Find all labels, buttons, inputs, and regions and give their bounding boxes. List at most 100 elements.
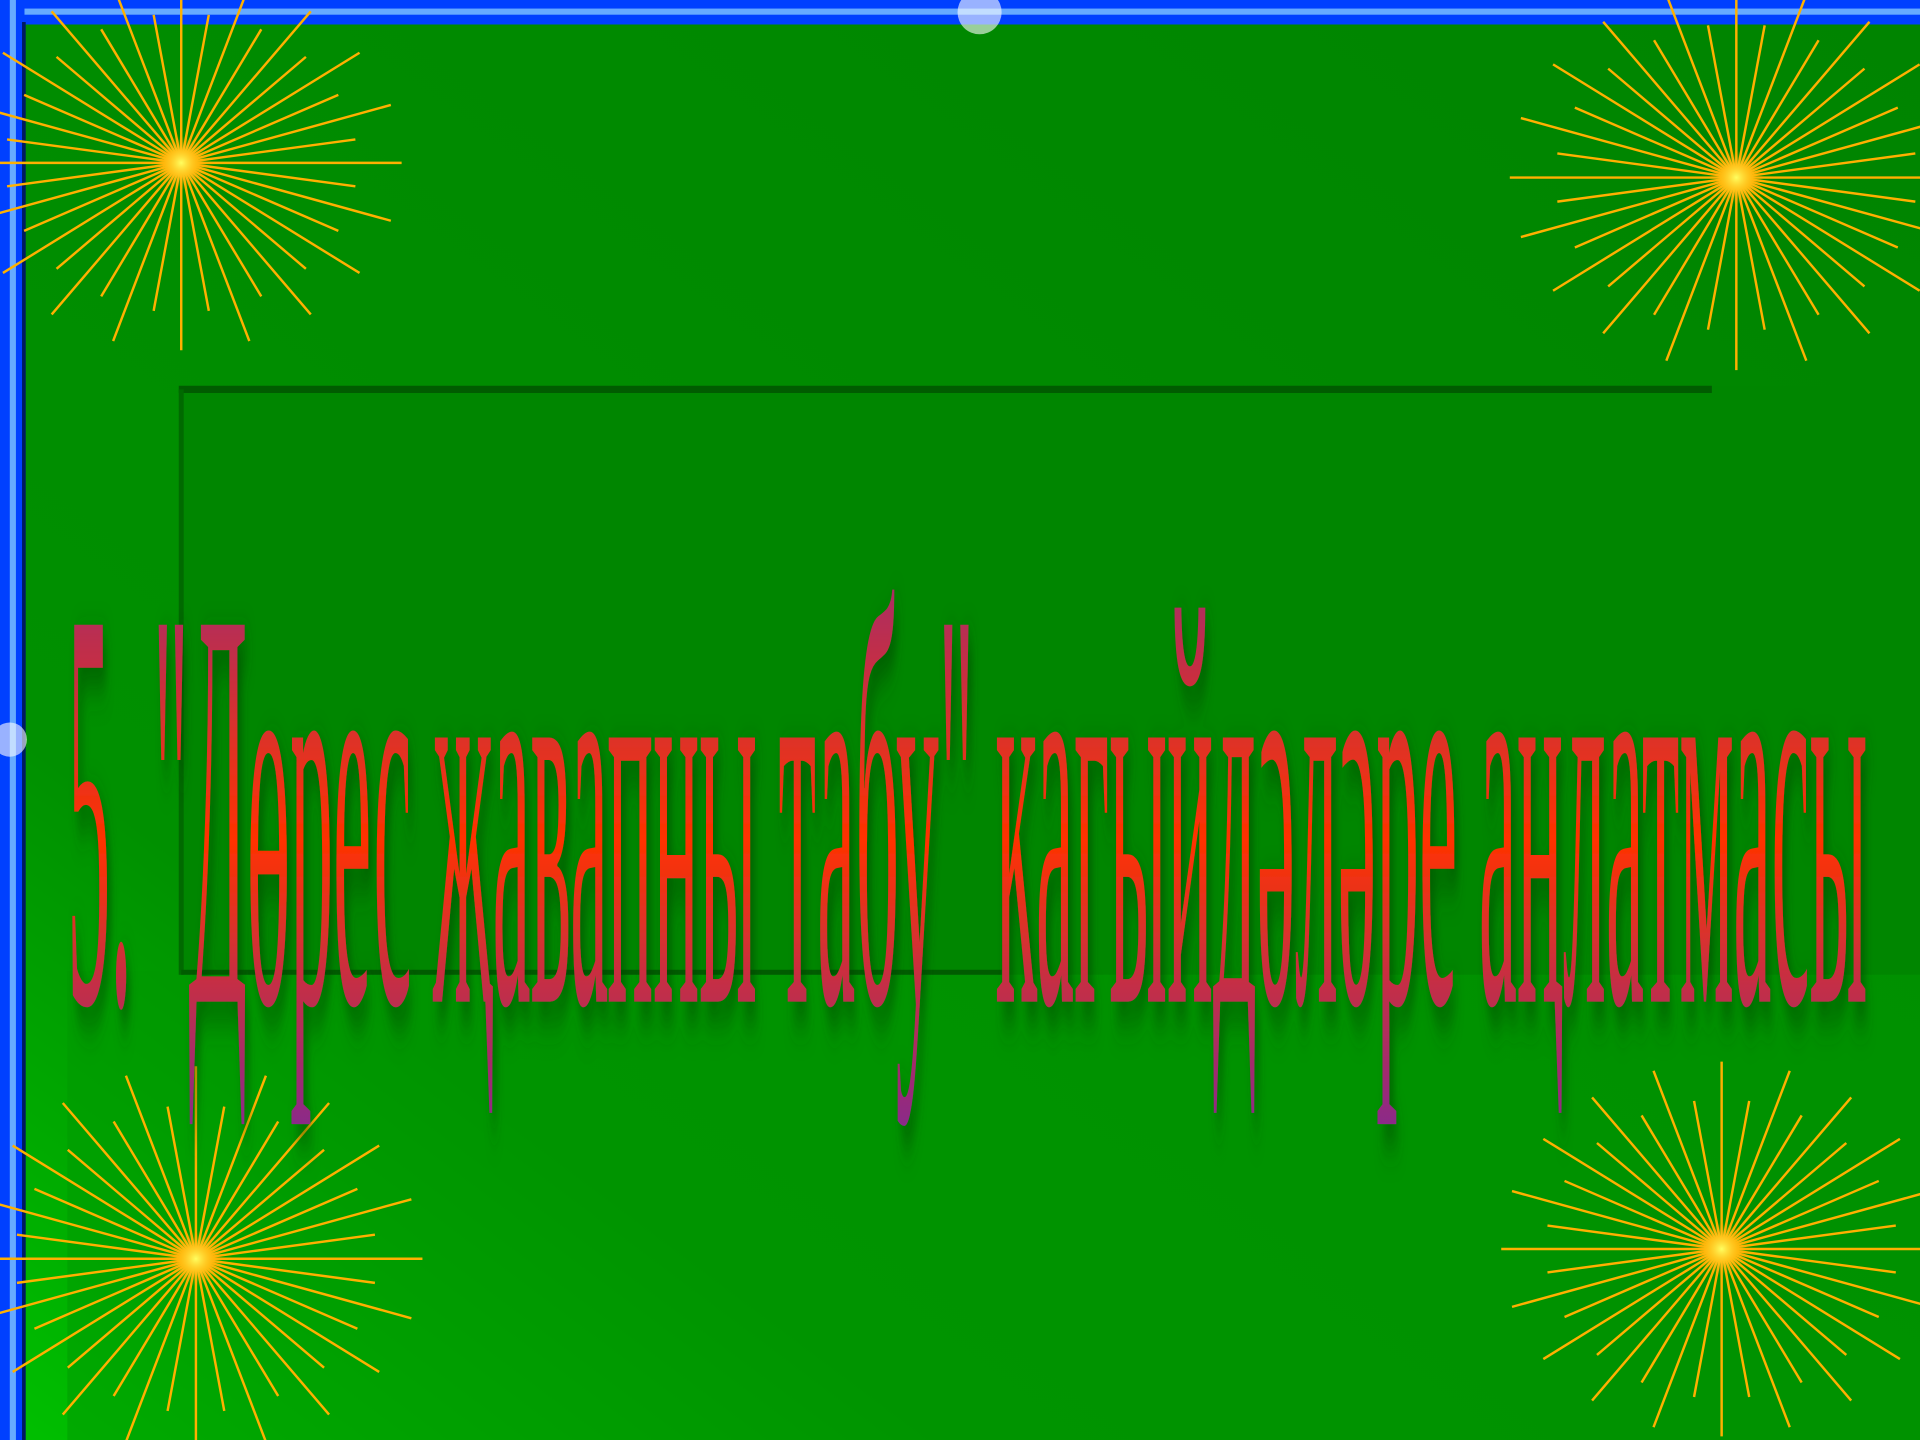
sun-ray	[1735, 177, 1808, 362]
sun-ray	[23, 93, 182, 164]
sun-ray	[1552, 176, 1737, 292]
sun-ray	[1721, 1179, 1880, 1251]
sun-ray	[6, 161, 182, 188]
sun-ray	[1607, 67, 1738, 179]
sun-ray	[1607, 176, 1738, 288]
sun-ray	[6, 138, 182, 165]
sun-ray	[1721, 1192, 1920, 1251]
sun-ray	[180, 161, 339, 233]
sun-ray	[124, 1075, 198, 1260]
sparkle	[0, 722, 27, 757]
sun-ray	[1735, 0, 1806, 178]
sun-ray	[55, 161, 183, 270]
sun-ray	[1720, 1137, 1901, 1251]
sun-ray	[55, 55, 183, 164]
sun-ray	[1574, 176, 1737, 249]
sun-ray	[2, 51, 182, 164]
sun-ray	[195, 1148, 325, 1260]
sun-ray	[125, 1258, 198, 1440]
sun-ray	[181, 161, 356, 188]
sun-ray	[180, 10, 312, 164]
sun-ray	[194, 1102, 331, 1260]
sun-ray	[1564, 1247, 1723, 1319]
sun-ray	[194, 1258, 267, 1440]
sun-ray	[195, 1198, 412, 1260]
sun-ray	[180, 103, 392, 165]
sun-core	[1694, 1222, 1749, 1276]
slide-title: 5. "Дөрес җавапны табу" кагыйдәләре аңла…	[67, 488, 1867, 1127]
sun-ray	[194, 1257, 331, 1416]
sun-ray	[1542, 1247, 1723, 1361]
sun-ray	[2, 161, 182, 275]
sun-ray	[180, 161, 361, 275]
sun-ray	[194, 1075, 268, 1260]
sun-ray	[1596, 1142, 1723, 1250]
sun-core	[168, 1231, 223, 1286]
sun-ray	[61, 1257, 197, 1416]
sun-ray	[0, 161, 182, 215]
sun-ray	[195, 1257, 376, 1285]
sun-ray	[1602, 20, 1738, 179]
sun-ray	[1547, 1247, 1722, 1274]
sun-core	[154, 135, 209, 190]
sun-ray	[111, 162, 183, 342]
sun-ray	[1735, 106, 1899, 179]
sun-ray	[1511, 1247, 1722, 1309]
panel	[67, 971, 1920, 1440]
sun-ray	[195, 1233, 376, 1260]
sun-ray	[1720, 1142, 1848, 1250]
sun-ray	[195, 1144, 380, 1260]
sun-ray	[195, 1257, 412, 1320]
sun-ray	[195, 1257, 325, 1369]
sun-ray	[181, 138, 356, 165]
sun-ray	[1720, 1247, 1901, 1361]
sun-ray	[61, 1102, 197, 1260]
sun-ray	[1720, 1070, 1791, 1250]
sun-ray	[16, 1233, 197, 1260]
sun-ray	[1735, 63, 1920, 179]
sun-ray	[1736, 176, 1920, 230]
sun-ray	[1667, 0, 1738, 178]
sun-ray	[1602, 176, 1738, 335]
sun-ray	[0, 1203, 197, 1260]
sun-ray	[33, 1257, 197, 1330]
sun-ray	[1542, 1137, 1723, 1251]
sun-ray	[1721, 1247, 1920, 1306]
sun-ray	[117, 0, 183, 164]
sun-ray	[12, 1257, 197, 1373]
sun-ray	[12, 1144, 197, 1260]
sun-ray	[1652, 1070, 1723, 1250]
sun-ray	[1557, 176, 1737, 203]
sun-ray	[1735, 176, 1920, 292]
sun-ray	[195, 1257, 380, 1373]
sun-ray	[1564, 1179, 1723, 1251]
sun-ray	[1665, 177, 1738, 362]
sun-ray	[1721, 1247, 1880, 1319]
sun-ray	[180, 161, 307, 270]
sun-ray	[1574, 106, 1737, 179]
sun-ray	[1720, 1248, 1853, 1402]
sun-ray	[0, 111, 182, 165]
sun-ray	[66, 1148, 197, 1260]
sun-ray	[1736, 152, 1916, 179]
sun-ray	[180, 93, 339, 164]
sun-ray	[33, 1187, 197, 1260]
sun-ray	[1721, 1224, 1896, 1251]
sun-ray	[1557, 152, 1737, 179]
sun-ray	[23, 161, 182, 233]
sun-ray	[1652, 1248, 1723, 1428]
sun-ray	[1591, 1248, 1723, 1402]
sun-ray	[180, 0, 245, 164]
sun-ray	[1735, 67, 1866, 179]
sun-ray	[1721, 1247, 1896, 1274]
sun-ray	[1736, 176, 1916, 203]
sun-ray	[1520, 116, 1737, 179]
sun-ray	[16, 1257, 197, 1285]
sun-ray	[180, 161, 392, 222]
sun-ray	[1735, 20, 1871, 179]
sun-ray	[1547, 1224, 1722, 1251]
sun-ray	[1736, 125, 1920, 179]
sun-ray	[1735, 176, 1899, 249]
